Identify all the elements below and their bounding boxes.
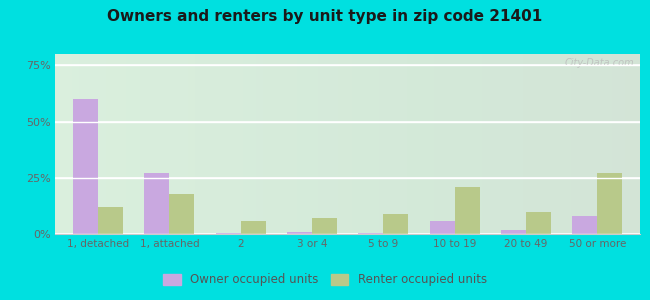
- Bar: [573, 216, 597, 234]
- Bar: [597, 173, 623, 234]
- Bar: [455, 187, 480, 234]
- Bar: [144, 173, 170, 234]
- Bar: [73, 99, 98, 234]
- Bar: [501, 230, 526, 234]
- Bar: [216, 233, 240, 234]
- Bar: [240, 220, 266, 234]
- Bar: [312, 218, 337, 234]
- Text: City-Data.com: City-Data.com: [565, 58, 634, 68]
- Bar: [430, 220, 455, 234]
- Text: Owners and renters by unit type in zip code 21401: Owners and renters by unit type in zip c…: [107, 9, 543, 24]
- Bar: [358, 233, 384, 234]
- Bar: [170, 194, 194, 234]
- Bar: [287, 232, 312, 234]
- Bar: [98, 207, 123, 234]
- Legend: Owner occupied units, Renter occupied units: Owner occupied units, Renter occupied un…: [159, 269, 491, 291]
- Bar: [526, 212, 551, 234]
- Bar: [384, 214, 408, 234]
